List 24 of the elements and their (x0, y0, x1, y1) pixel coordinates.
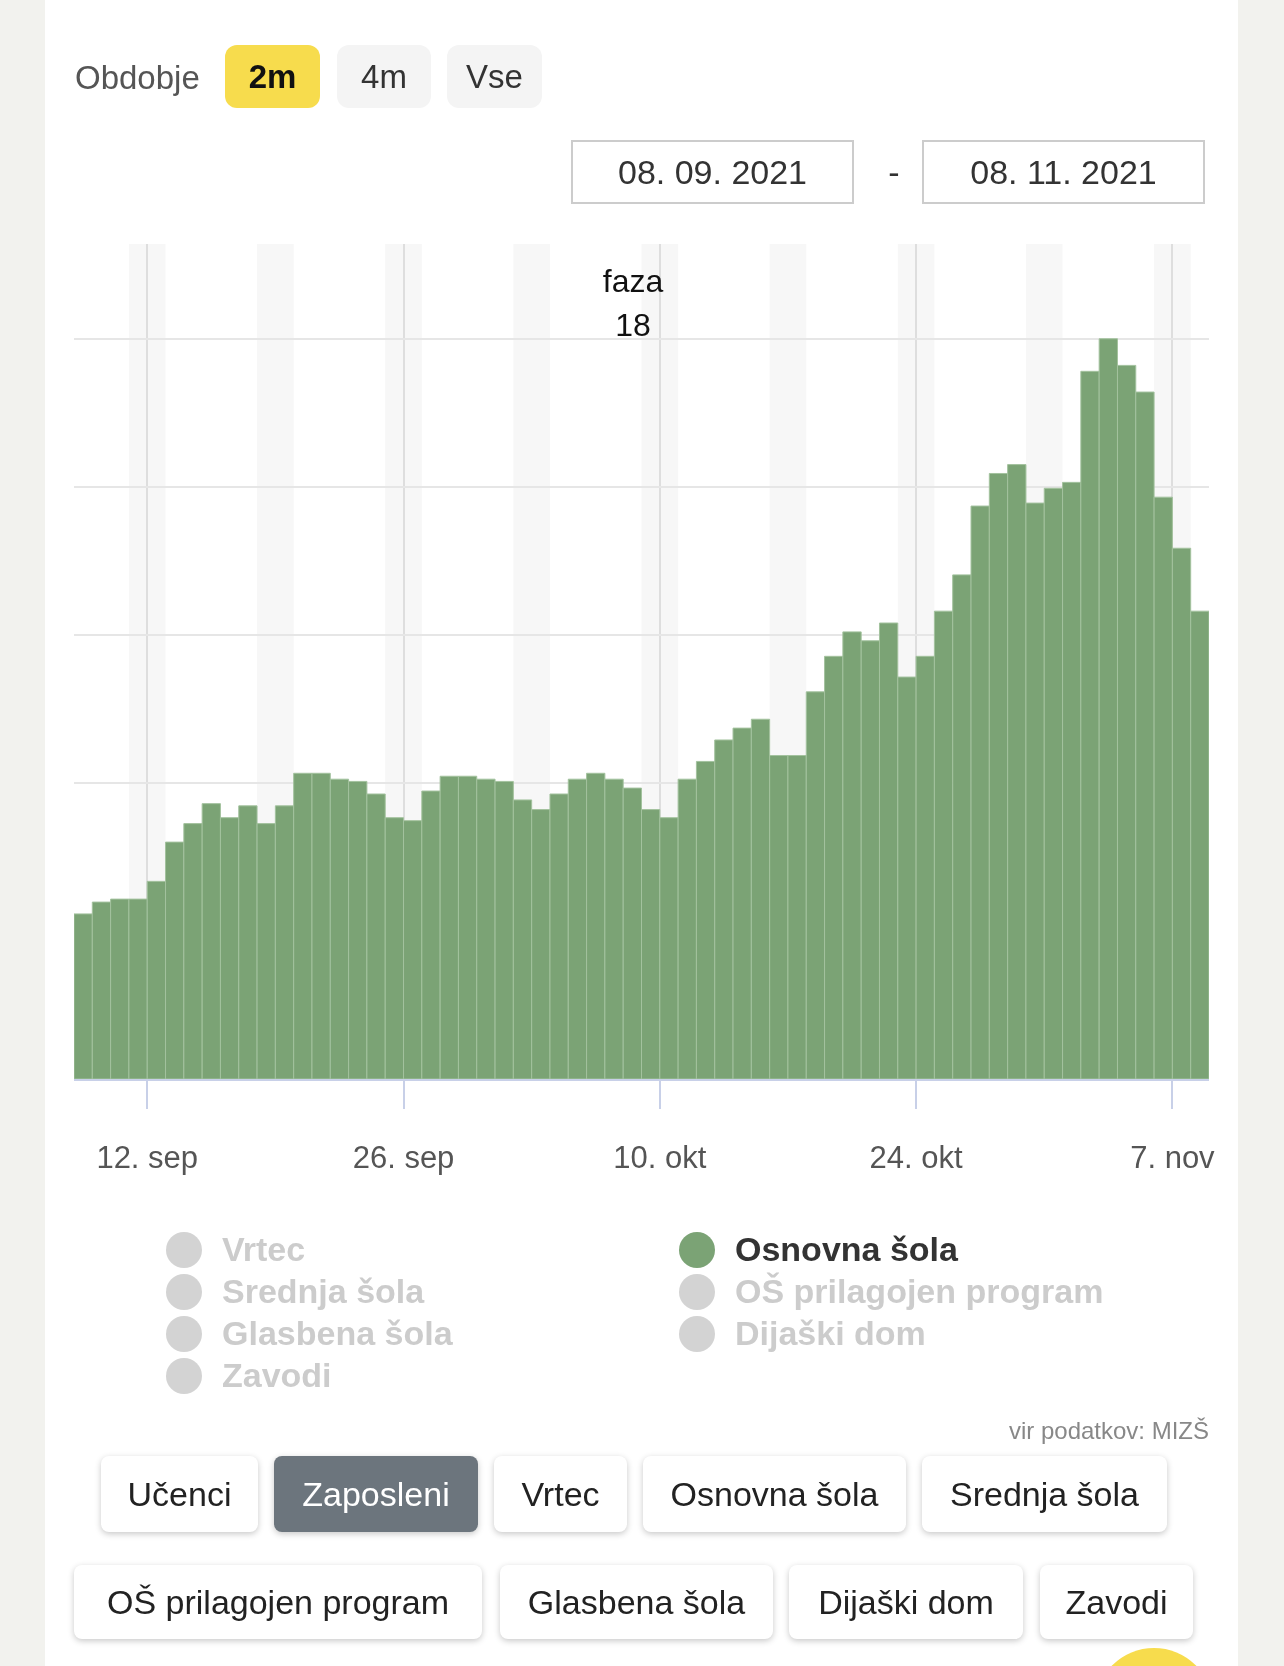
text: Vrtec (494, 1456, 627, 1532)
text: Osnovna šola (735, 1230, 958, 1269)
text: vir podatkov: MIZŠ (1007, 1416, 1209, 1446)
text: 2m (225, 45, 320, 108)
text: 08. 09. 2021 (571, 140, 854, 204)
text: Obdobje (75, 58, 201, 98)
text: Vse (447, 45, 542, 108)
text: Dijaški dom (789, 1565, 1023, 1639)
text: - (887, 151, 901, 193)
x-tick-label: 26. sep (352, 1140, 455, 1176)
text: Glasbena šola (500, 1565, 773, 1639)
text: OŠ prilagojen program (74, 1565, 482, 1639)
text: 08. 11. 2021 (922, 140, 1205, 204)
text: 4m (337, 45, 431, 108)
x-tick-label: 10. okt (613, 1140, 707, 1176)
x-tick-label: 7. nov (1130, 1140, 1216, 1176)
x-tick-label: 24. okt (869, 1140, 964, 1176)
text: Zavodi (1040, 1565, 1193, 1639)
annotation: faza 18 (601, 262, 665, 345)
text: Učenci (101, 1456, 258, 1532)
text: Osnovna šola (643, 1456, 906, 1532)
text: Zaposleni (274, 1456, 478, 1532)
x-tick-label: 12. sep (96, 1140, 199, 1176)
text: Srednja šola (922, 1456, 1167, 1532)
